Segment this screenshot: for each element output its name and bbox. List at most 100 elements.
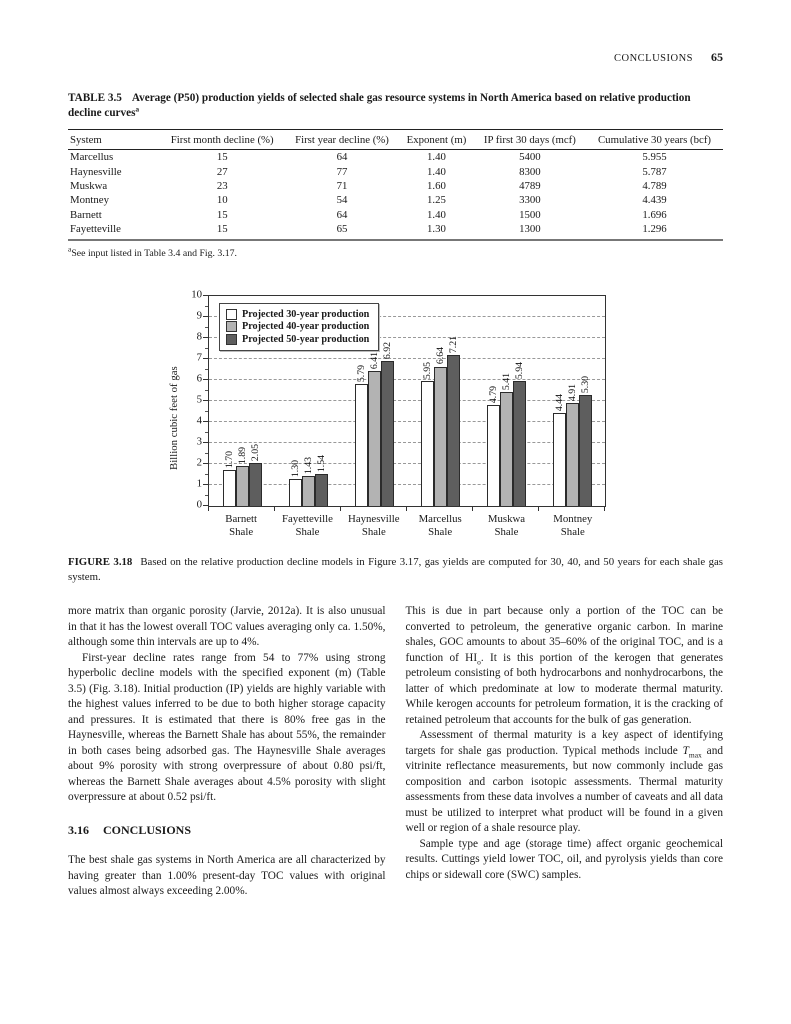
x-tick-mark [208,507,209,512]
bar: 6.41 [367,352,381,507]
y-tick-label: 6 [196,372,202,385]
header-cell: First month decline (%) [159,129,285,150]
y-tick-label: 5 [196,393,202,406]
category-label: Marcellus Shale [407,513,473,539]
header-cell: First year decline (%) [284,129,400,150]
bar: 1.30 [288,460,302,507]
gridline [209,421,605,423]
bar-group: 1.70 1.89 2.05 [209,296,275,507]
bar-value-label: 5.79 [356,365,367,382]
bar-value-text: 1.70 [223,451,235,469]
bar: 5.94 [512,362,526,507]
category-label: Muskwa Shale [473,513,539,539]
y-minor-tick-mark [205,305,208,307]
table-cell: 64 [336,151,348,164]
table-cell: 1.60 [427,179,446,192]
y-minor-tick-mark [205,410,208,412]
bar: 4.79 [486,386,500,507]
bar-value-label: 5.95 [422,362,433,379]
text-run: This is due in part because only a porti… [405,605,724,664]
bar-group: 5.79 6.41 6.92 [341,296,407,507]
x-tick-mark [538,507,539,512]
bar-value-text: 6.41 [368,352,380,370]
bar-value-label: 5.94 [514,362,525,379]
table-cell: Fayetteville [70,223,121,236]
bar: 5.30 [578,376,592,507]
category-label-line: Haynesville [348,513,400,526]
y-tick-label: 1 [196,477,202,490]
table-cell: Barnett [70,208,102,221]
table-title-superscript: a [135,104,140,114]
table-cell: 5.787 [642,165,667,178]
bar-value-label: 5.41 [501,373,512,390]
category-label-line: Marcellus [418,513,462,526]
y-tick-mark [203,505,208,507]
right-column: This is due in part because only a porti… [406,604,724,900]
text-run: more matrix than organic porosity (Jarvi… [68,605,386,649]
legend-entry: Projected 30-year production [226,308,370,320]
table-cell: Muskwa [70,179,108,192]
paragraph: The best shale gas systems in North Amer… [68,853,386,900]
bar-value-text: 4.44 [553,393,565,411]
paragraph: First-year decline rates range from 54 t… [68,651,386,806]
left-column: more matrix than organic porosity (Jarvi… [68,604,386,900]
bar: 5.41 [499,373,513,507]
x-tick-mark [406,507,407,512]
legend-label: Projected 30-year production [242,308,370,320]
page-number: 65 [711,50,723,64]
x-tick-mark [340,507,341,512]
text-run: Sample type and age (storage time) affec… [405,837,724,881]
y-tick-mark [203,484,208,486]
table-cell: 5400 [519,151,541,164]
category-label: Haynesville Shale [341,513,407,539]
category-label: Barnett Shale [208,513,274,539]
figure-label: FIGURE 3.18 [68,556,133,569]
table-cell: 4.439 [642,194,667,207]
y-minor-tick-mark [205,347,208,349]
category-label-line: Barnett [225,513,258,526]
bar-value-text: 5.30 [579,375,591,393]
legend-entry: Projected 50-year production [226,333,369,345]
bar-value-text: 5.94 [513,362,525,380]
category-label-line: Montney [553,513,593,526]
bar: 6.92 [380,342,394,507]
category-label-line: Shale [428,526,453,539]
table-cell: 15 [216,223,228,236]
bar: 1.89 [235,447,249,507]
gridline [209,379,605,381]
y-tick-label: 9 [196,309,202,322]
legend-swatch [226,333,237,345]
y-tick-mark [203,379,208,381]
section-heading: 3.16 CONCLUSIONS [68,823,386,839]
text-sub: max [688,749,702,759]
text-sub: o [477,656,481,666]
header-cell: System [68,129,160,150]
table-label: TABLE 3.5 [68,92,122,104]
bar: 1.70 [222,451,236,507]
paragraph: This is due in part because only a porti… [406,604,724,728]
y-axis: 0 1 2 3 4 5 6 7 8 9 10 [184,289,208,510]
table-footnote: aSee input listed in Table 3.4 and Fig. … [68,246,723,260]
bar: 1.43 [301,457,315,507]
bar-value-text: 1.54 [315,454,327,472]
legend-label: Projected 40-year production [242,321,370,333]
category-label-line: Shale [560,526,585,539]
legend-swatch [226,321,237,333]
table-cell: 1.40 [427,165,446,178]
y-tick-label: 4 [196,414,202,427]
y-minor-tick-mark [205,326,208,328]
section-number: 3.16 [68,822,89,837]
bar-value-text: 4.79 [487,386,499,404]
bar: 4.44 [552,394,566,507]
legend-entry: Projected 40-year production [226,321,370,333]
category-label-line: Shale [229,526,254,539]
y-tick-mark [203,463,208,465]
table-cell: 64 [336,208,348,221]
bar-value-text: 1.43 [302,456,314,475]
table-cell: 1.30 [427,223,446,236]
gridline [209,484,605,486]
table-cell: 1.40 [427,151,446,164]
bar: 2.05 [248,444,262,507]
bar: 4.91 [565,384,579,507]
